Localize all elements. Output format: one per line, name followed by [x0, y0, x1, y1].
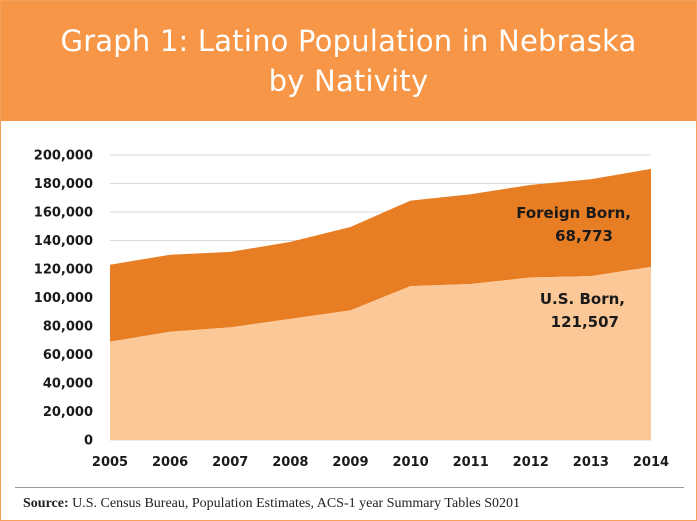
x-tick-label: 2011 — [453, 455, 489, 470]
x-tick-label: 2012 — [513, 455, 549, 470]
x-tick-label: 2014 — [633, 455, 669, 470]
y-tick-label: 180,000 — [34, 177, 93, 192]
annotation-foreign-born-label: Foreign Born, — [516, 204, 631, 222]
annotation-us-born-value: 121,507 — [551, 313, 619, 331]
x-tick-label: 2006 — [152, 455, 188, 470]
area-us-born — [110, 266, 651, 440]
y-tick-label: 120,000 — [34, 263, 93, 278]
y-tick-label: 60,000 — [43, 348, 93, 363]
annotation-foreign-born-value: 68,773 — [555, 227, 613, 245]
y-tick-label: 160,000 — [34, 206, 93, 221]
x-tick-label: 2007 — [212, 455, 248, 470]
x-tick-label: 2010 — [392, 455, 428, 470]
source-note: Source: U.S. Census Bureau, Population E… — [23, 496, 683, 512]
x-tick-label: 2005 — [92, 455, 128, 470]
x-tick-label: 2008 — [272, 455, 308, 470]
x-tick-label: 2009 — [332, 455, 368, 470]
annotation-us-born-label: U.S. Born, — [540, 290, 625, 308]
y-tick-label: 140,000 — [34, 234, 93, 249]
area-foreign-born — [110, 168, 651, 342]
source-divider — [15, 487, 684, 488]
source-label: Source: — [23, 496, 69, 511]
y-tick-label: 20,000 — [43, 405, 93, 420]
chart-title: Graph 1: Latino Population in Nebraska b… — [60, 24, 637, 98]
chart-area: 0 20,000 40,000 60,000 80,000 100,000 120,000 1… — [1, 129, 697, 481]
y-tick-label: 100,000 — [34, 291, 93, 306]
source-text: U.S. Census Bureau, Population Estimates… — [68, 496, 521, 511]
area-chart: 0 20,000 40,000 60,000 80,000 100,000 120,000 1… — [34, 149, 669, 471]
y-tick-label: 40,000 — [43, 377, 93, 392]
title-band: Graph 1: Latino Population in Nebraska b… — [1, 1, 696, 121]
y-tick-label: 0 — [84, 434, 93, 449]
y-tick-label: 80,000 — [43, 320, 93, 335]
y-tick-label: 200,000 — [34, 149, 93, 164]
x-tick-label: 2013 — [573, 455, 609, 470]
